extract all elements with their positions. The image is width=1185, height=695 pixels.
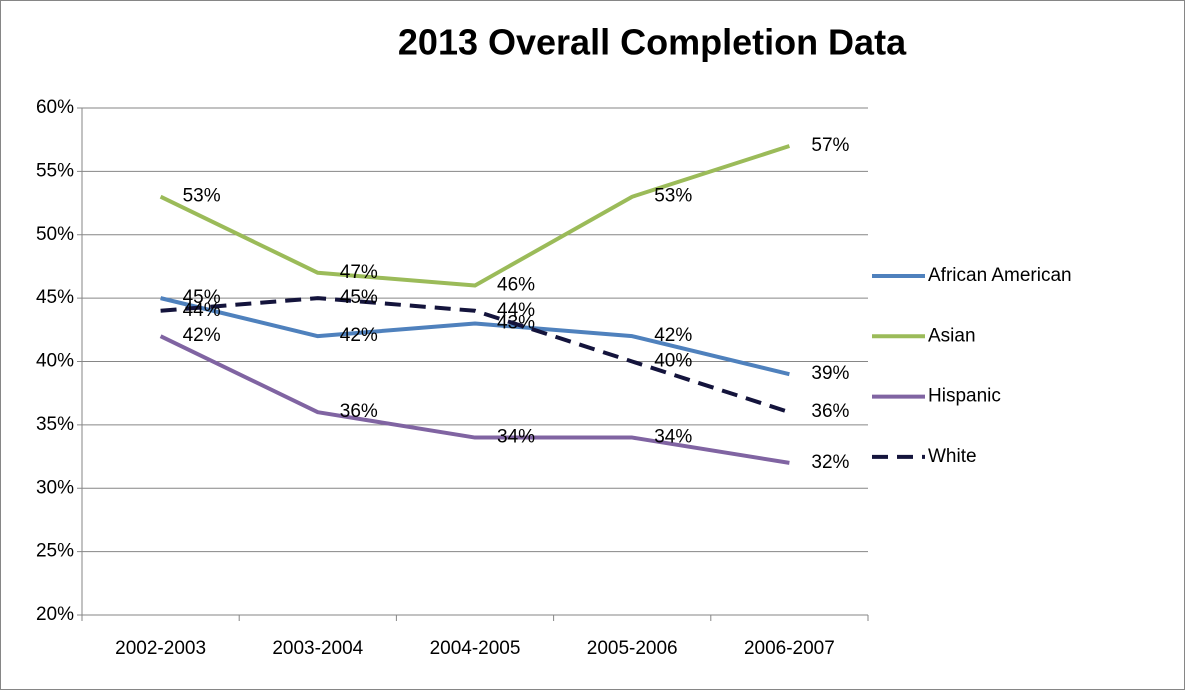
x-tick-label: 2002-2003 <box>115 638 206 659</box>
data-label: 53% <box>654 186 692 207</box>
legend-label: African American <box>928 265 1072 286</box>
y-tick-label: 35% <box>36 414 74 435</box>
y-tick-label: 50% <box>36 224 74 245</box>
data-label: 34% <box>497 427 535 448</box>
series-line <box>160 296 791 415</box>
data-label: 42% <box>654 325 692 346</box>
data-label: 53% <box>183 186 221 207</box>
data-label: 46% <box>497 274 535 295</box>
y-tick-label: 45% <box>36 287 74 308</box>
data-label: 36% <box>811 401 849 422</box>
data-label: 40% <box>654 351 692 372</box>
y-tick-label: 40% <box>36 351 74 372</box>
data-label: 45% <box>340 287 378 308</box>
y-tick-label: 30% <box>36 477 74 498</box>
data-label: 39% <box>811 363 849 384</box>
x-tick-label: 2006-2007 <box>744 638 835 659</box>
data-label: 34% <box>654 427 692 448</box>
data-label: 42% <box>340 325 378 346</box>
series-line <box>159 144 791 288</box>
x-tick-label: 2003-2004 <box>272 638 363 659</box>
data-label: 44% <box>183 300 221 321</box>
y-tick-label: 25% <box>36 541 74 562</box>
data-label: 42% <box>183 325 221 346</box>
legend-label: White <box>928 446 977 467</box>
series-line <box>159 334 790 465</box>
y-tick-label: 55% <box>36 160 74 181</box>
y-tick-label: 20% <box>36 604 74 625</box>
data-label: 45% <box>183 287 221 308</box>
x-tick-label: 2004-2005 <box>430 638 521 659</box>
data-label: 57% <box>811 135 849 156</box>
chart-title: 2013 Overall Completion Data <box>398 22 907 63</box>
legend-label: Asian <box>928 325 976 346</box>
data-label: 44% <box>497 300 535 321</box>
data-label: 36% <box>340 401 378 422</box>
x-tick-label: 2005-2006 <box>587 638 678 659</box>
y-tick-label: 60% <box>36 97 74 118</box>
series-line <box>160 296 790 377</box>
legend-label: Hispanic <box>928 386 1001 407</box>
data-label: 47% <box>340 262 378 283</box>
data-label: 32% <box>811 452 849 473</box>
